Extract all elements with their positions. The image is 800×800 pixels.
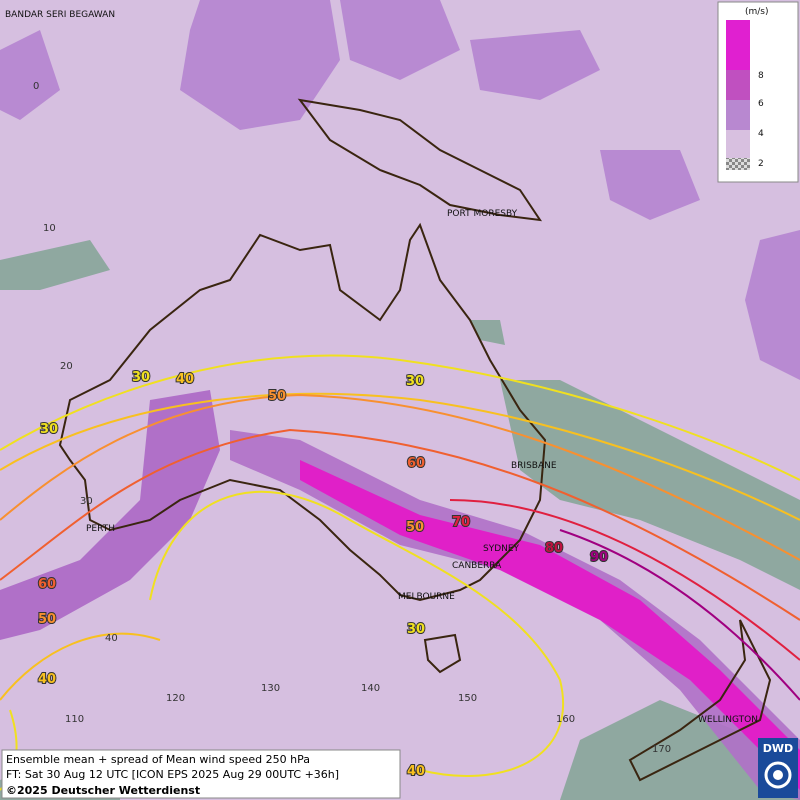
lon-label: 150 xyxy=(458,693,477,704)
logo-swirl xyxy=(764,761,792,789)
lon-label: 160 xyxy=(556,714,575,725)
city-label: PORT MORESBY xyxy=(447,209,518,219)
city-label: SYDNEY xyxy=(483,544,520,554)
lon-label: 170 xyxy=(652,744,671,755)
legend-swatch xyxy=(726,70,750,100)
contour-label: 30 xyxy=(407,622,425,637)
legend-tick: 2 xyxy=(758,159,764,169)
contour-label: 60 xyxy=(38,577,56,592)
contour-label: 50 xyxy=(406,520,424,535)
footer-line: ©2025 Deutscher Wetterdienst xyxy=(6,784,200,797)
contour-label: 60 xyxy=(407,456,425,471)
west-spread xyxy=(0,390,220,640)
jet-spread xyxy=(230,430,800,800)
city-label: MELBOURNE xyxy=(398,592,455,602)
legend-swatch xyxy=(726,100,750,130)
contour-label: 30 xyxy=(406,374,424,389)
lat-label: 30 xyxy=(80,496,93,507)
footer-box xyxy=(1,749,401,799)
footer-line: FT: Sat 30 Aug 12 UTC [ICON EPS 2025 Aug… xyxy=(6,768,339,781)
contour-label: 80 xyxy=(545,541,563,556)
lon-label: 130 xyxy=(261,683,280,694)
city-labels: BANDAR SERI BEGAWAN PORT MORESBY BRISBAN… xyxy=(5,10,758,725)
contour-label: 30 xyxy=(40,422,58,437)
lat-label: 40 xyxy=(105,633,118,644)
lon-label: 140 xyxy=(361,683,380,694)
legend-swatch xyxy=(726,20,750,70)
city-label: WELLINGTON xyxy=(698,715,758,725)
contour-label: 90 xyxy=(590,550,608,565)
lat-label: 20 xyxy=(60,361,73,372)
new-guinea xyxy=(297,98,543,222)
city-label: BANDAR SERI BEGAWAN xyxy=(5,10,115,20)
legend-tick: 6 xyxy=(758,99,764,109)
tasmania xyxy=(423,633,462,674)
australia xyxy=(58,222,547,602)
legend-swatch xyxy=(726,158,750,170)
logo: DWD xyxy=(758,738,798,798)
lat-label: 0 xyxy=(33,81,39,92)
contour-label: 50 xyxy=(268,389,286,404)
legend-unit: (m/s) xyxy=(745,7,769,17)
graticule-labels: 0 10 20 30 40 110 120 130 140 150 160 17… xyxy=(33,81,671,755)
lon-label: 110 xyxy=(65,714,84,725)
jet-core xyxy=(300,460,800,790)
legend-swatch xyxy=(726,130,750,158)
footer-line: Ensemble mean + spread of Mean wind spee… xyxy=(6,753,310,766)
contour-label: 40 xyxy=(176,372,194,387)
contour-label: 50 xyxy=(38,612,56,627)
logo-swirl xyxy=(773,770,783,780)
spread-patches xyxy=(0,0,800,380)
contour-labels: 30 40 30 50 30 60 70 50 80 90 60 50 30 40 40 xyxy=(37,369,609,780)
legend: (m/s) 8 6 4 2 xyxy=(717,1,799,183)
contour-label: 30 xyxy=(132,370,150,385)
new-zealand xyxy=(628,619,772,782)
footer: Ensemble mean + spread of Mean wind spee… xyxy=(1,749,401,799)
lat-label: 10 xyxy=(43,223,56,234)
contour-label: 40 xyxy=(407,764,425,779)
city-label: PERTH xyxy=(86,524,115,534)
contours xyxy=(0,354,800,791)
contour-label: 70 xyxy=(452,515,470,530)
legend-tick: 8 xyxy=(758,71,764,81)
city-label: CANBERRA xyxy=(452,561,502,571)
legend-tick: 4 xyxy=(758,129,764,139)
city-label: BRISBANE xyxy=(511,461,557,471)
contour-label: 40 xyxy=(38,672,56,687)
logo-text: DWD xyxy=(763,742,793,755)
lon-label: 120 xyxy=(166,693,185,704)
